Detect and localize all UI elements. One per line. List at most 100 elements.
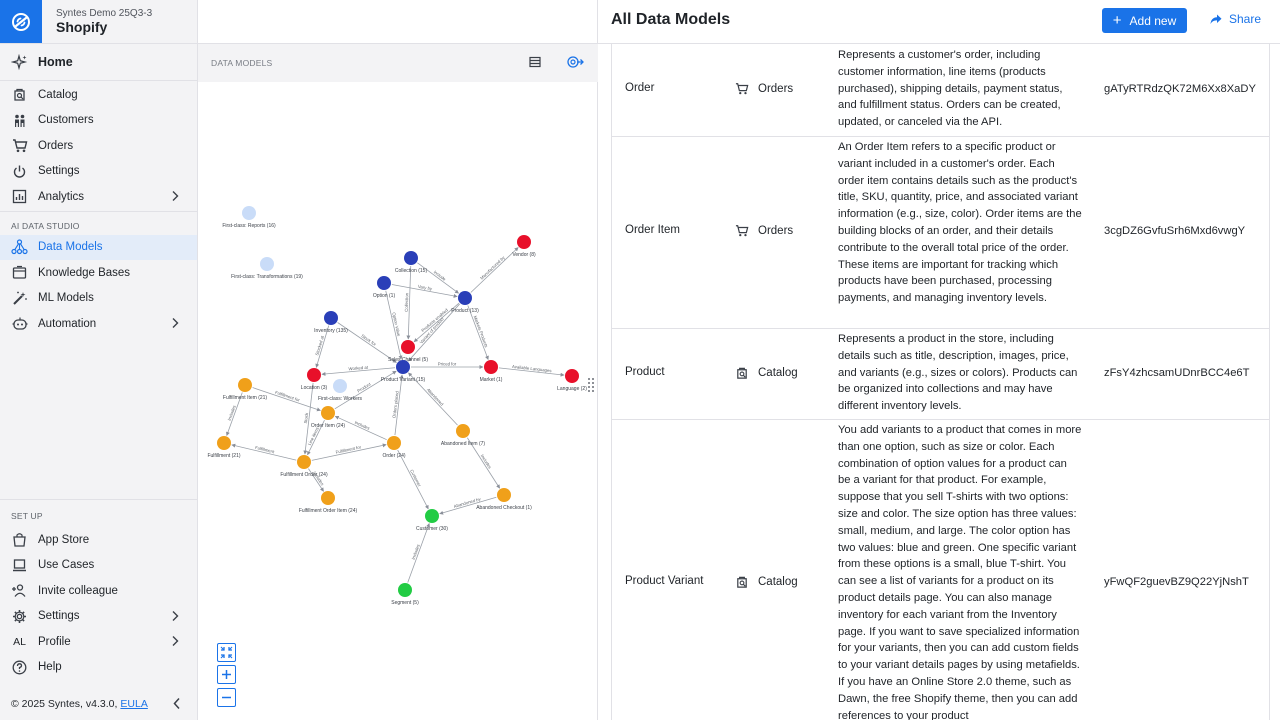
- model-product-label: Orders: [758, 224, 794, 237]
- graph-node-label: First-class: Transformations (19): [231, 274, 303, 280]
- graph-node-option[interactable]: Option (1): [373, 276, 396, 299]
- share-icon: [1210, 14, 1222, 24]
- knowledge-icon: [11, 264, 28, 281]
- graph-node-fulfillment-order[interactable]: Fulfillment Order (24): [280, 455, 328, 478]
- graph-node-label: Fulfillment (21): [207, 453, 240, 459]
- nav-item-app-store[interactable]: App Store: [0, 527, 197, 553]
- catalog-icon: [735, 575, 749, 589]
- collapse-sidebar-icon[interactable]: [173, 697, 181, 713]
- graph-node-label: Option (1): [373, 293, 396, 299]
- graph-node-order[interactable]: Order (24): [382, 436, 406, 459]
- graph-edge: [408, 303, 460, 362]
- table-row[interactable]: Product Variant Catalog You add variants…: [611, 420, 1270, 720]
- model-product: Catalog: [735, 366, 798, 380]
- list-view-icon[interactable]: [528, 55, 544, 71]
- graph-node-circle: [458, 291, 472, 305]
- nav-item-analytics[interactable]: Analytics: [0, 184, 197, 210]
- graph-edge: [311, 443, 387, 461]
- nav-item-customers[interactable]: Customers: [0, 108, 197, 134]
- nav-item-automation[interactable]: Automation: [0, 311, 197, 337]
- add-new-button[interactable]: + Add new: [1102, 8, 1187, 33]
- catalog-icon: [735, 366, 749, 380]
- graph-node-fulfillment[interactable]: Fulfillment (21): [207, 436, 241, 459]
- graph-node-fulfillment-order-item[interactable]: Fulfillment Order Item (24): [299, 491, 358, 514]
- graph-node-transformations[interactable]: First-class: Transformations (19): [231, 257, 303, 280]
- nav-label-orders: Orders: [38, 139, 74, 152]
- model-product-label: Catalog: [758, 576, 798, 588]
- graph-node-segment[interactable]: Segment (5): [391, 583, 419, 606]
- graph-node-sales-channel[interactable]: Sales Channel (5): [388, 340, 428, 363]
- graph-node-product-variant[interactable]: Product Variant (15): [381, 360, 426, 383]
- nav-item-home[interactable]: Home: [0, 44, 197, 80]
- graph-node-fulfillment-item[interactable]: Fulfillment Item (21): [223, 378, 268, 401]
- fit-view-button[interactable]: [217, 643, 236, 662]
- nav-label-home: Home: [38, 55, 73, 69]
- graph-node-workers[interactable]: First-class: Workers: [318, 379, 363, 402]
- zoom-out-button[interactable]: [217, 688, 236, 707]
- graph-edge-label: Includes: [411, 544, 421, 561]
- nav-label-analytics: Analytics: [38, 190, 85, 203]
- graph-node-label: Vendor (8): [512, 252, 536, 258]
- nav-label-settings-top: Settings: [38, 165, 80, 178]
- focus-graph-icon[interactable]: [566, 55, 584, 71]
- chevron-right-icon: [171, 635, 179, 650]
- table-row[interactable]: Order Orders Represents a customer's ord…: [611, 44, 1270, 137]
- nav-item-help[interactable]: Help: [0, 655, 197, 681]
- graph-node-label: Segment (5): [391, 600, 419, 606]
- graph-edge-label: Fulfillment for: [335, 444, 362, 454]
- model-id: gATyRTRdzQK72M6Xx8XaDY: [1104, 83, 1256, 95]
- graph-node-language[interactable]: Language (2): [557, 369, 587, 392]
- nav-item-orders[interactable]: Orders: [0, 133, 197, 159]
- graph-edge-label: Includes: [227, 405, 237, 422]
- drag-handle-icon[interactable]: [587, 377, 595, 396]
- graph-edge-label: Vary by: [418, 284, 434, 292]
- table-row[interactable]: Product Catalog Represents a product in …: [611, 329, 1270, 420]
- graph-node-order-item[interactable]: Order Item (24): [311, 406, 346, 429]
- graph-node-collection[interactable]: Collection (15): [395, 251, 428, 274]
- nav-item-profile[interactable]: AL Profile: [0, 629, 197, 655]
- graph-edge: [337, 322, 397, 363]
- graph-node-inventory[interactable]: Inventory (135): [314, 311, 348, 334]
- nav-item-invite-colleague[interactable]: Invite colleague: [0, 578, 197, 604]
- nav-item-ml-models[interactable]: ML Models: [0, 286, 197, 312]
- graph-edge: [406, 265, 412, 340]
- zoom-in-button[interactable]: [217, 665, 236, 684]
- nav-item-catalog[interactable]: Catalog: [0, 82, 197, 108]
- nav-item-data-models[interactable]: Data Models: [0, 234, 197, 260]
- graph-node-product[interactable]: Product (13): [451, 291, 479, 314]
- nav-item-settings-top[interactable]: Settings: [0, 159, 197, 185]
- model-product: Catalog: [735, 575, 798, 589]
- catalog-icon: [11, 86, 28, 103]
- graph-node-location[interactable]: Location (3): [301, 368, 328, 391]
- analytics-icon: [11, 188, 28, 205]
- share-button[interactable]: Share: [1210, 12, 1261, 26]
- nav-item-knowledge-bases[interactable]: Knowledge Bases: [0, 260, 197, 286]
- graph-node-circle: [217, 436, 231, 450]
- graph-node-market[interactable]: Market (1): [480, 360, 503, 383]
- graph-edge-label: Available Languages: [512, 364, 552, 373]
- graph-node-vendor[interactable]: Vendor (8): [512, 235, 536, 258]
- graph-node-circle: [456, 424, 470, 438]
- graph-node-abandoned-checkout[interactable]: Abandoned Checkout (1): [476, 488, 532, 511]
- graph-edge-label: Worked at: [348, 365, 369, 372]
- model-product-label: Orders: [758, 82, 794, 95]
- nav-label-use-cases: Use Cases: [38, 559, 95, 572]
- power-icon: [11, 163, 28, 180]
- nav-item-use-cases[interactable]: Use Cases: [0, 553, 197, 579]
- table-row[interactable]: Order Item Orders An Order Item refers t…: [611, 137, 1270, 329]
- sparkle-icon: [11, 53, 28, 71]
- graph-node-abandoned-item[interactable]: Abandoned Item (7): [441, 424, 486, 447]
- workspace-header[interactable]: Syntes Demo 25Q3-3 Shopify: [0, 0, 197, 44]
- nav-item-settings[interactable]: Settings: [0, 604, 197, 630]
- graph-edge: [413, 302, 460, 343]
- graph-edge-label: Orders placed: [391, 390, 399, 418]
- graph-node-circle: [497, 488, 511, 502]
- cart-icon: [735, 224, 749, 237]
- graph-node-reports[interactable]: First-class: Reports (16): [222, 206, 276, 229]
- graph-edge: [334, 415, 387, 441]
- model-id: yFwQF2guevBZ9Q22YjNshT: [1104, 576, 1249, 588]
- graph-node-customer[interactable]: Customer (30): [416, 509, 448, 532]
- syntes-logo-icon[interactable]: [0, 0, 42, 43]
- eula-link[interactable]: EULA: [120, 698, 148, 710]
